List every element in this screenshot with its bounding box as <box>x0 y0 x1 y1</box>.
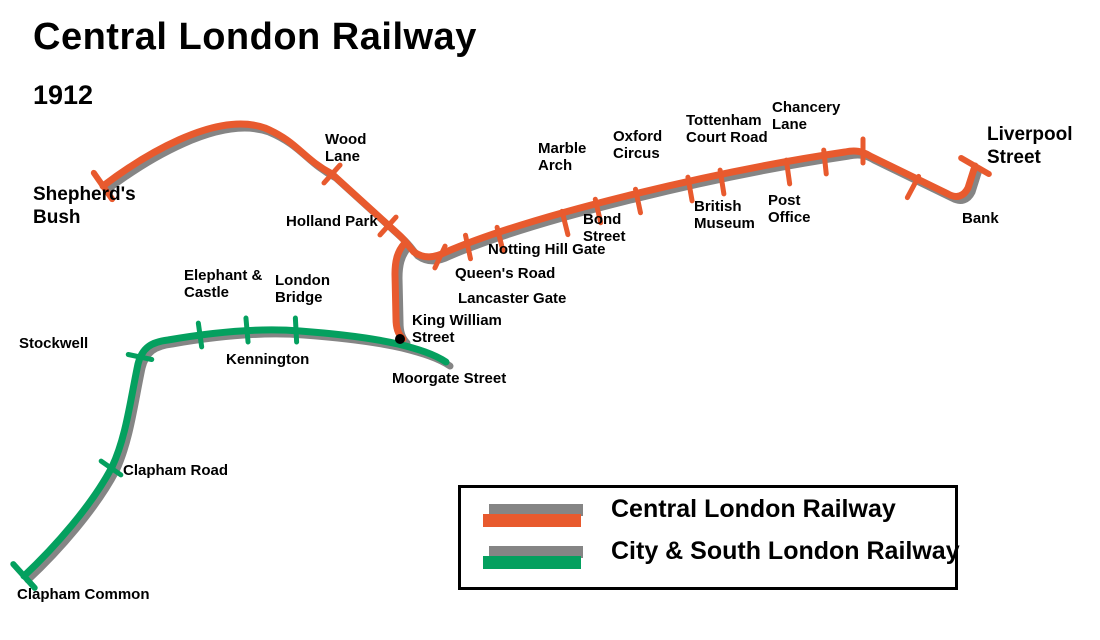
station-label-kennington: Kennington <box>226 351 310 368</box>
station-label-king-william-street: King William Street <box>412 312 502 346</box>
station-label-moorgate-street: Moorgate Street <box>392 370 507 387</box>
page-title: Central London Railway <box>33 16 477 58</box>
swatch-casing <box>489 546 583 558</box>
station-tick <box>821 147 829 177</box>
station-label-london-bridge: London Bridge <box>275 272 330 306</box>
station-label-stockwell: Stockwell <box>19 335 89 352</box>
station-label-post-office: Post Office <box>768 192 811 226</box>
terminus-bar <box>10 561 38 591</box>
cslr-line <box>20 326 450 580</box>
station-label-tottenham-court-road: Tottenham Court Road <box>686 112 768 146</box>
cslr-casing <box>24 330 454 584</box>
legend-label-clr: Central London Railway <box>611 495 896 523</box>
map-year: 1912 <box>33 80 94 110</box>
station-label-clapham-common: Clapham Common <box>17 586 150 603</box>
station-tick <box>633 186 643 216</box>
cslr-line-swatch <box>483 546 583 572</box>
station-tick <box>125 352 155 362</box>
station-tick <box>717 167 727 197</box>
station-label-oxford-circus: Oxford Circus <box>613 128 663 162</box>
station-label-wood-lane: Wood Lane <box>325 131 367 165</box>
station-label-shepherd-s-bush: Shepherd's Bush <box>33 184 136 228</box>
legend-row-clr: Central London Railway <box>461 495 955 535</box>
interchange-dot <box>395 334 405 344</box>
station-label-british-museum: British Museum <box>694 198 755 232</box>
station-label-liverpool-street: Liverpool Street <box>987 124 1073 168</box>
station-tick <box>432 243 448 271</box>
station-tick <box>195 320 205 350</box>
swatch-stroke <box>483 556 581 569</box>
clr-branch-line <box>391 240 408 343</box>
station-tick <box>494 224 506 254</box>
legend-label-cslr: City & South London Railway <box>611 537 960 565</box>
station-tick <box>243 315 251 345</box>
station-tick <box>685 174 695 204</box>
station-label-bank: Bank <box>962 210 999 227</box>
station-label-elephant-castle: Elephant & Castle <box>184 267 263 301</box>
station-label-marble-arch: Marble Arch <box>538 140 587 174</box>
legend-row-cslr: City & South London Railway <box>461 537 960 577</box>
station-label-bond-street: Bond Street <box>583 211 626 245</box>
station-label-clapham-road: Clapham Road <box>123 462 229 479</box>
station-tick <box>592 196 604 226</box>
station-tick <box>98 458 124 478</box>
station-label-queen-s-road: Queen's Road <box>455 265 556 282</box>
station-label-chancery-lane: Chancery Lane <box>772 99 841 133</box>
terminus-bar <box>90 169 116 203</box>
terminus-bar <box>958 155 992 177</box>
station-label-holland-park: Holland Park <box>286 213 378 230</box>
station-label-notting-hill-gate: Notting Hill Gate <box>488 241 606 258</box>
station-tick <box>904 173 922 201</box>
swatch-stroke <box>483 514 581 527</box>
station-label-lancaster-gate: Lancaster Gate <box>458 290 567 307</box>
station-tick <box>559 208 571 238</box>
clr-line-swatch <box>483 504 583 530</box>
swatch-casing <box>489 504 583 516</box>
station-tick <box>292 315 300 345</box>
station-tick <box>783 157 793 187</box>
map-legend: Central London Railway City & South Lond… <box>458 485 960 590</box>
station-tick <box>321 162 343 186</box>
station-tick <box>463 232 473 262</box>
station-tick <box>377 214 399 238</box>
